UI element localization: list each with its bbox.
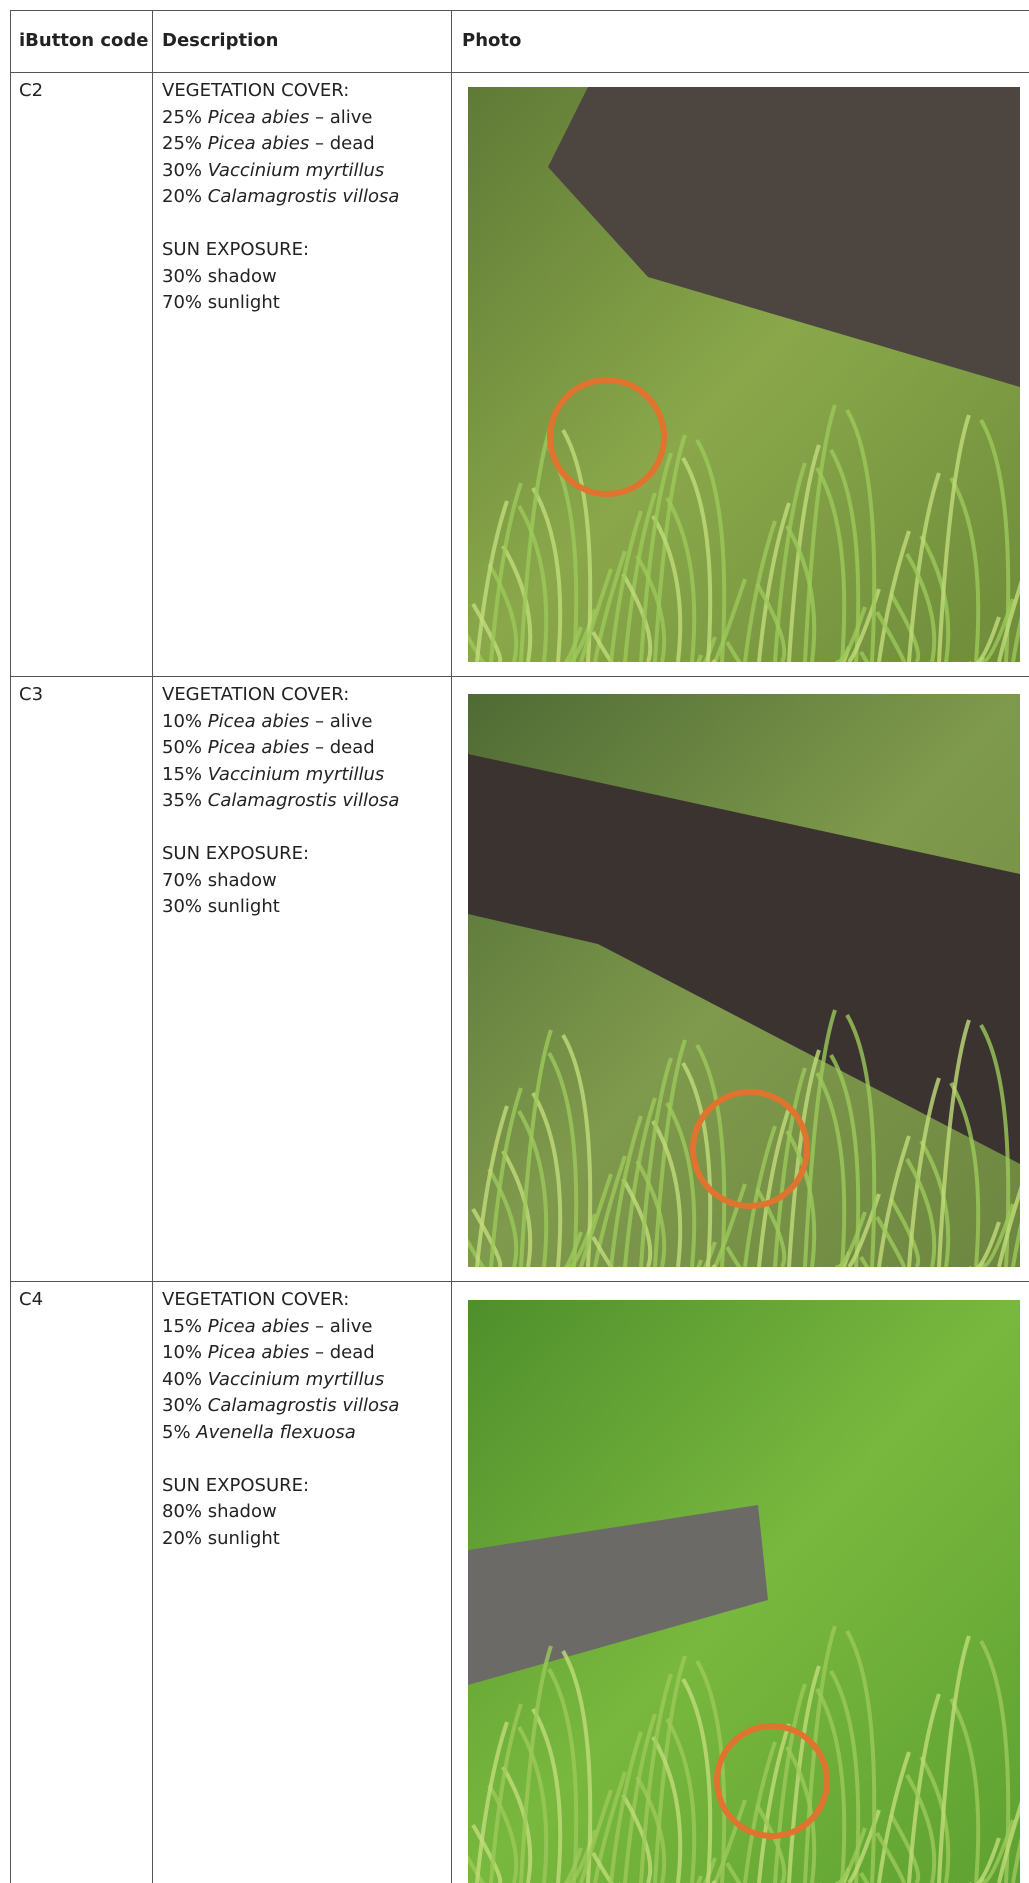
table-border xyxy=(451,10,452,1883)
table-border xyxy=(152,10,153,1883)
note: – alive xyxy=(315,711,372,732)
code-cell: C3 xyxy=(19,682,43,709)
description-cell: VEGETATION COVER:25% Picea abies – alive… xyxy=(162,78,399,317)
sun-line: 70% shadow xyxy=(162,868,399,895)
vegetation-line: 50% Picea abies – dead xyxy=(162,735,399,762)
species: Picea abies xyxy=(208,1342,310,1363)
table-border xyxy=(10,10,1029,11)
vegetation-line: 30% Vaccinium myrtillus xyxy=(162,158,399,185)
row-border xyxy=(10,1281,1029,1282)
species: Calamagrostis villosa xyxy=(208,1395,400,1416)
vegetation-line: 5% Avenella flexuosa xyxy=(162,1420,399,1447)
code-cell: C4 xyxy=(19,1287,43,1314)
page: iButton code Description Photo C2 VEGETAT… xyxy=(0,0,1029,1883)
header-cell: Description xyxy=(162,30,278,51)
code-cell: C2 xyxy=(19,78,43,105)
share: 15% xyxy=(162,1316,202,1337)
section-heading: VEGETATION COVER: xyxy=(162,682,399,709)
header-cell: iButton code xyxy=(19,30,149,51)
row-border xyxy=(10,676,1029,677)
spacer xyxy=(162,1447,399,1473)
share: 10% xyxy=(162,1342,202,1363)
photo xyxy=(468,87,1020,662)
vegetation-line: 10% Picea abies – alive xyxy=(162,709,399,736)
share: 15% xyxy=(162,764,202,785)
section-heading: SUN EXPOSURE: xyxy=(162,841,399,868)
section-heading: VEGETATION COVER: xyxy=(162,78,399,105)
sun-line: 30% sunlight xyxy=(162,894,399,921)
species: Avenella flexuosa xyxy=(196,1422,355,1443)
species: Vaccinium myrtillus xyxy=(208,160,385,181)
share: 35% xyxy=(162,790,202,811)
species: Vaccinium myrtillus xyxy=(208,764,385,785)
photo xyxy=(468,694,1020,1267)
header-cell: Photo xyxy=(462,30,521,51)
species: Picea abies xyxy=(208,737,310,758)
vegetation-line: 25% Picea abies – alive xyxy=(162,105,399,132)
share: 30% xyxy=(162,160,202,181)
photo xyxy=(468,1300,1020,1883)
share: 25% xyxy=(162,133,202,154)
share: 25% xyxy=(162,107,202,128)
species: Vaccinium myrtillus xyxy=(208,1369,385,1390)
description-cell: VEGETATION COVER:10% Picea abies – alive… xyxy=(162,682,399,921)
description-cell: VEGETATION COVER:15% Picea abies – alive… xyxy=(162,1287,399,1552)
note: – alive xyxy=(315,1316,372,1337)
vegetation-line: 15% Vaccinium myrtillus xyxy=(162,762,399,789)
vegetation-line: 15% Picea abies – alive xyxy=(162,1314,399,1341)
vegetation-line: 20% Calamagrostis villosa xyxy=(162,184,399,211)
vegetation-line: 40% Vaccinium myrtillus xyxy=(162,1367,399,1394)
species: Picea abies xyxy=(208,133,310,154)
note: – dead xyxy=(315,1342,375,1363)
share: 40% xyxy=(162,1369,202,1390)
species: Picea abies xyxy=(208,711,310,732)
sun-line: 30% shadow xyxy=(162,264,399,291)
vegetation-line: 25% Picea abies – dead xyxy=(162,131,399,158)
spacer xyxy=(162,211,399,237)
note: – dead xyxy=(315,737,375,758)
species: Picea abies xyxy=(208,107,310,128)
sun-line: 80% shadow xyxy=(162,1499,399,1526)
sun-line: 20% sunlight xyxy=(162,1526,399,1553)
section-heading: SUN EXPOSURE: xyxy=(162,237,399,264)
spacer xyxy=(162,815,399,841)
species: Calamagrostis villosa xyxy=(208,790,400,811)
note: – alive xyxy=(315,107,372,128)
share: 50% xyxy=(162,737,202,758)
section-heading: VEGETATION COVER: xyxy=(162,1287,399,1314)
share: 30% xyxy=(162,1395,202,1416)
vegetation-line: 35% Calamagrostis villosa xyxy=(162,788,399,815)
note: – dead xyxy=(315,133,375,154)
share: 10% xyxy=(162,711,202,732)
vegetation-line: 10% Picea abies – dead xyxy=(162,1340,399,1367)
vegetation-line: 30% Calamagrostis villosa xyxy=(162,1393,399,1420)
table-border xyxy=(10,72,1029,73)
share: 5% xyxy=(162,1422,191,1443)
species: Picea abies xyxy=(208,1316,310,1337)
section-heading: SUN EXPOSURE: xyxy=(162,1473,399,1500)
share: 20% xyxy=(162,186,202,207)
species: Calamagrostis villosa xyxy=(208,186,400,207)
table-border xyxy=(10,10,11,1883)
sun-line: 70% sunlight xyxy=(162,290,399,317)
